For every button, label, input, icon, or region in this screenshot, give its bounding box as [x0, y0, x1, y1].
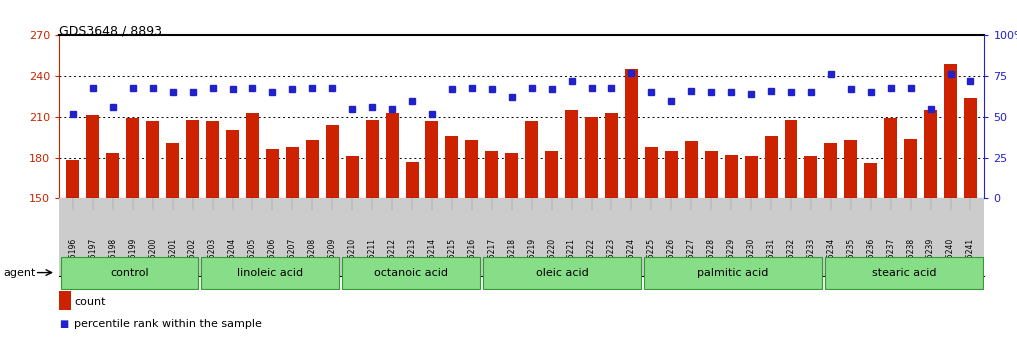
Bar: [665, 151, 677, 198]
Bar: [166, 143, 179, 198]
FancyBboxPatch shape: [343, 257, 480, 289]
FancyBboxPatch shape: [825, 257, 982, 289]
Bar: [585, 117, 598, 198]
Bar: [466, 140, 478, 198]
Bar: [924, 110, 937, 198]
Bar: [445, 136, 459, 198]
Text: agent: agent: [3, 268, 36, 278]
Bar: [844, 140, 857, 198]
Bar: [265, 149, 279, 198]
Bar: [565, 110, 578, 198]
Bar: [505, 154, 519, 198]
Bar: [146, 121, 160, 198]
Bar: [825, 143, 837, 198]
Bar: [765, 136, 778, 198]
Bar: [624, 69, 638, 198]
Bar: [66, 160, 79, 198]
Bar: [684, 141, 698, 198]
Bar: [107, 154, 119, 198]
Bar: [725, 155, 737, 198]
Bar: [406, 161, 419, 198]
Text: oleic acid: oleic acid: [536, 268, 588, 278]
Bar: [605, 113, 618, 198]
Bar: [904, 138, 917, 198]
Bar: [325, 125, 339, 198]
Text: palmitic acid: palmitic acid: [698, 268, 769, 278]
FancyBboxPatch shape: [61, 257, 198, 289]
Bar: [545, 151, 558, 198]
Bar: [226, 130, 239, 198]
Text: percentile rank within the sample: percentile rank within the sample: [74, 319, 262, 329]
Bar: [964, 98, 977, 198]
Text: control: control: [110, 268, 148, 278]
Bar: [884, 118, 897, 198]
Bar: [206, 121, 219, 198]
Text: stearic acid: stearic acid: [872, 268, 937, 278]
FancyBboxPatch shape: [201, 257, 339, 289]
Bar: [246, 113, 259, 198]
Bar: [126, 118, 139, 198]
Bar: [286, 147, 299, 198]
Bar: [525, 121, 538, 198]
FancyBboxPatch shape: [644, 257, 822, 289]
Text: count: count: [74, 297, 106, 307]
Bar: [645, 147, 658, 198]
Bar: [485, 151, 498, 198]
Bar: [86, 115, 100, 198]
Bar: [366, 120, 378, 198]
Bar: [864, 163, 878, 198]
Text: octanoic acid: octanoic acid: [374, 268, 448, 278]
Text: linoleic acid: linoleic acid: [237, 268, 303, 278]
Bar: [744, 156, 758, 198]
FancyBboxPatch shape: [483, 257, 641, 289]
Bar: [784, 120, 797, 198]
Text: ■: ■: [59, 319, 69, 329]
Text: GDS3648 / 8893: GDS3648 / 8893: [59, 25, 162, 38]
Bar: [425, 121, 438, 198]
Bar: [804, 156, 818, 198]
Bar: [944, 64, 957, 198]
Bar: [385, 113, 399, 198]
Bar: [346, 156, 359, 198]
Bar: [705, 151, 718, 198]
Bar: [186, 120, 199, 198]
Bar: [306, 140, 318, 198]
